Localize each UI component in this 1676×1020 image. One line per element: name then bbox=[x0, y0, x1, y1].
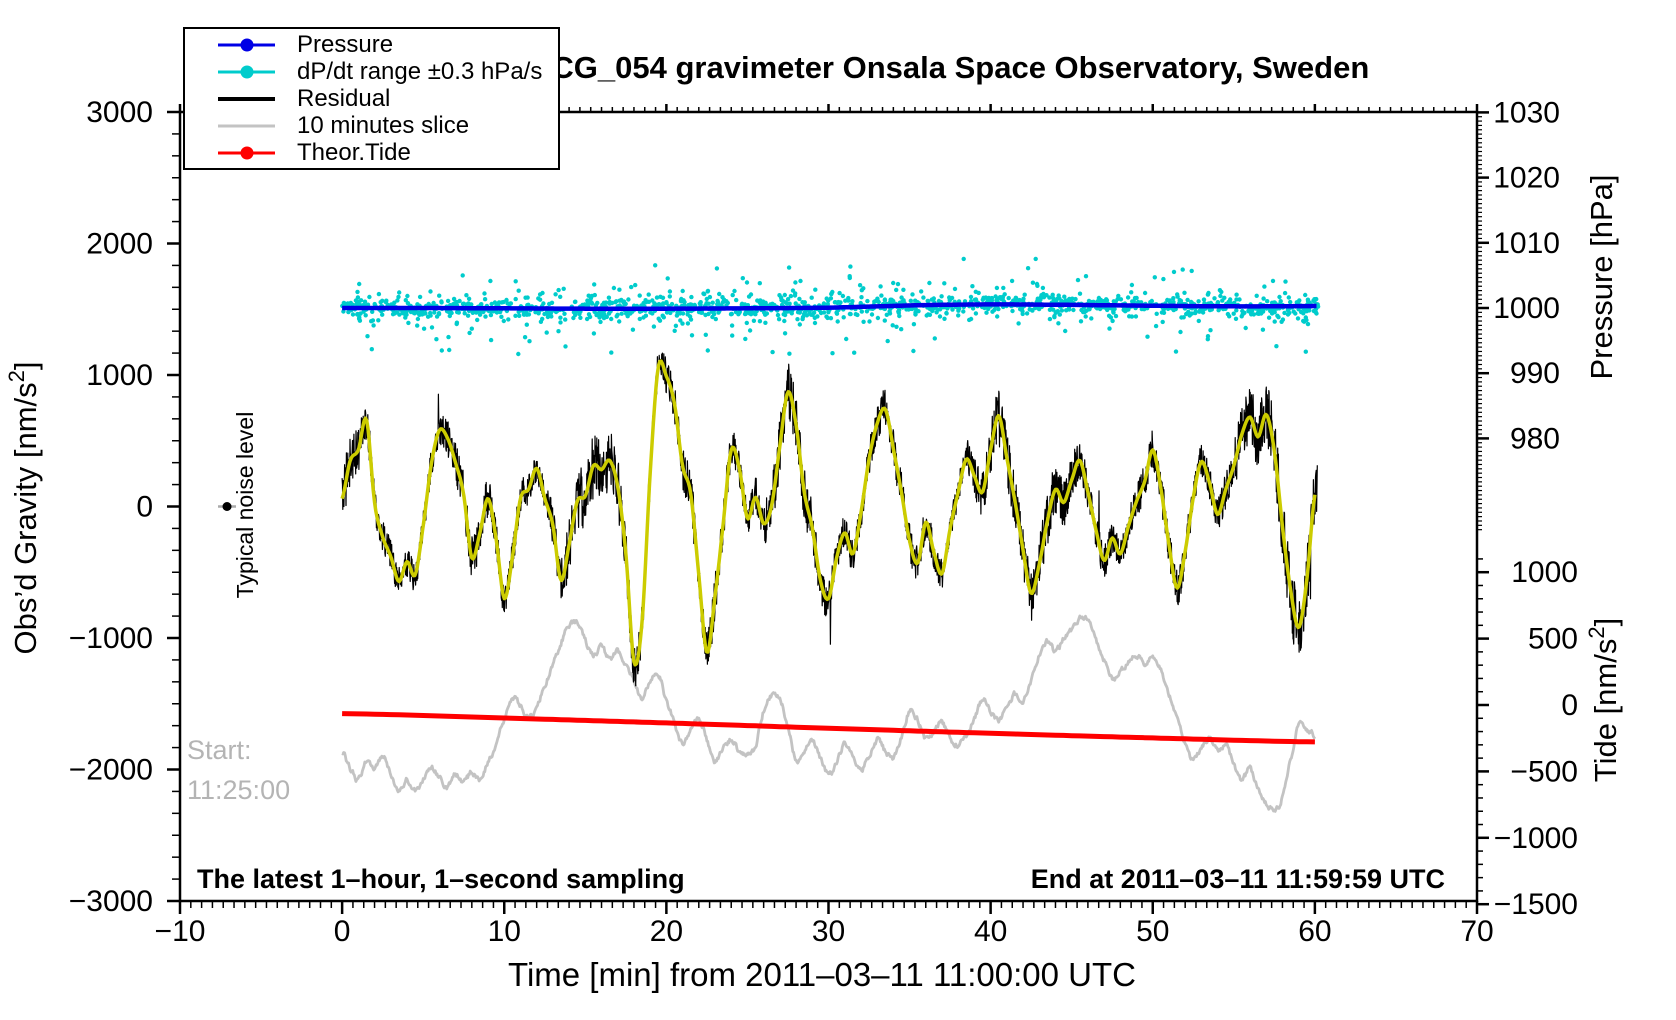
pressure-tick-label: 1030 bbox=[1493, 96, 1560, 129]
pressure-axis-label: Pressure [hPa] bbox=[1584, 174, 1619, 379]
legend-marker-icon bbox=[218, 119, 275, 133]
pressure-tick-label: 990 bbox=[1510, 357, 1560, 390]
legend-item-label: Theor.Tide bbox=[297, 138, 411, 166]
dpdt-range-scatter bbox=[340, 256, 1321, 357]
tide-tick-label: −1500 bbox=[1494, 888, 1578, 921]
pressure-tick-label: 1020 bbox=[1493, 162, 1560, 195]
pressure-tick-label: 1010 bbox=[1493, 227, 1560, 260]
legend-item-label: Residual bbox=[297, 84, 391, 112]
pressure-tick-label: 980 bbox=[1510, 422, 1560, 455]
legend-marker-icon bbox=[218, 146, 275, 160]
ten-minutes-slice-line bbox=[341, 614, 1317, 813]
plot-frame bbox=[178, 110, 1479, 903]
legend-marker-icon bbox=[218, 38, 275, 52]
pressure-tick-label: 1000 bbox=[1493, 292, 1560, 325]
typical-noise-level-label: Typical noise level bbox=[232, 412, 258, 599]
start-time-label-line1: Start: bbox=[187, 735, 252, 765]
legend-item-label: dP/dt range ±0.3 hPa/s bbox=[297, 57, 543, 85]
legend-item-4: Theor.Tide bbox=[185, 138, 558, 166]
tide-tick-label: 500 bbox=[1528, 623, 1578, 656]
tide-tick-label: −500 bbox=[1510, 755, 1578, 788]
pressure-line bbox=[341, 302, 1318, 311]
x-tick-label: 50 bbox=[1136, 915, 1169, 948]
y-left-tick-label: −3000 bbox=[69, 885, 153, 918]
legend-item-label: Pressure bbox=[297, 30, 394, 58]
legend-item-3: 10 minutes slice bbox=[185, 111, 558, 139]
residual-line bbox=[341, 352, 1318, 687]
x-tick-label: −10 bbox=[155, 915, 206, 948]
x-tick-label: 30 bbox=[812, 915, 845, 948]
noise-level-marker-dot bbox=[222, 502, 232, 511]
x-tick-label: 60 bbox=[1298, 915, 1331, 948]
tide-tick-label: 0 bbox=[1561, 689, 1578, 722]
theor-tide-line bbox=[342, 711, 1315, 745]
legend-item-0: Pressure bbox=[185, 30, 558, 58]
start-time-label-line2: 11:25:00 bbox=[187, 775, 290, 805]
chart-title: SCG_054 gravimeter Onsala Space Observat… bbox=[531, 50, 1370, 85]
y-left-tick-label: 3000 bbox=[86, 96, 153, 129]
tide-axis-label: Tide [nm/s2] bbox=[1584, 618, 1623, 782]
legend-item-1: dP/dt range ±0.3 hPa/s bbox=[185, 57, 558, 85]
x-tick-label: 10 bbox=[488, 915, 521, 948]
legend-marker-icon bbox=[218, 65, 275, 79]
legend-item-2: Residual bbox=[185, 84, 558, 112]
x-axis-label: Time [min] from 2011–03–11 11:00:00 UTC bbox=[508, 956, 1136, 993]
y-left-tick-label: 2000 bbox=[86, 228, 153, 261]
x-tick-label: 40 bbox=[974, 915, 1007, 948]
data-series bbox=[218, 256, 1321, 813]
axis-tick-labels: −10 0 10 20 30 40 50 60 703000200010000−1000−200… bbox=[69, 96, 1578, 948]
y-left-tick-label: 1000 bbox=[86, 359, 153, 392]
y-left-tick-label: −2000 bbox=[69, 754, 153, 787]
sampling-annotation: The latest 1–hour, 1–second sampling bbox=[197, 864, 685, 894]
legend: Pressure dP/dt range ±0.3 hPa/s Residual 10… bbox=[183, 27, 560, 170]
x-tick-label: 70 bbox=[1460, 915, 1493, 948]
y-left-axis-label: Obs’d Gravity [nm/s2] bbox=[4, 361, 43, 654]
tide-tick-label: −1000 bbox=[1494, 822, 1578, 855]
y-left-tick-label: 0 bbox=[136, 491, 153, 524]
tide-tick-label: 1000 bbox=[1511, 556, 1578, 589]
legend-item-label: 10 minutes slice bbox=[297, 111, 470, 139]
end-time-annotation: End at 2011–03–11 11:59:59 UTC bbox=[1031, 864, 1445, 894]
x-tick-label: 20 bbox=[650, 915, 683, 948]
residual-smoothed-line bbox=[340, 359, 1317, 667]
axis-ticks bbox=[167, 104, 1489, 914]
x-tick-label: 0 bbox=[334, 915, 351, 948]
y-left-tick-label: −1000 bbox=[69, 622, 153, 655]
legend-marker-icon bbox=[218, 92, 275, 106]
